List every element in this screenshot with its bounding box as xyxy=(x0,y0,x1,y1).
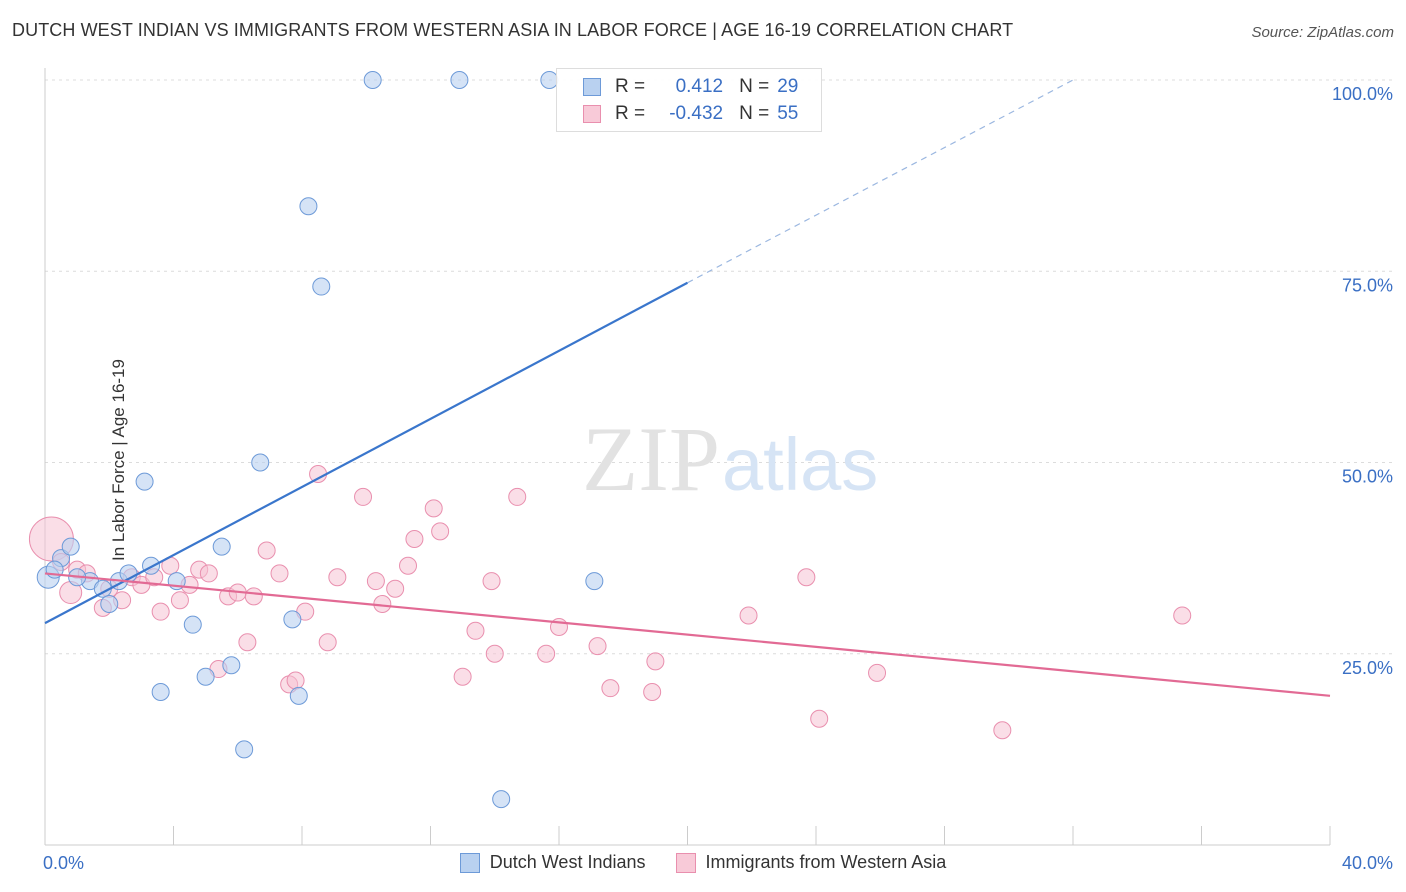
legend-row-pink: R = -0.432 N = 55 xyxy=(583,102,814,126)
data-point-western-asia xyxy=(482,572,501,591)
legend-n-value: 29 xyxy=(777,76,799,97)
data-point-western-asia xyxy=(244,587,263,606)
data-point-dutch-west-indians xyxy=(235,740,254,759)
watermark: ZIP atlas xyxy=(582,408,878,510)
data-point-dutch-west-indians xyxy=(222,656,241,675)
data-point-western-asia xyxy=(366,572,385,591)
x-tick-label: 0.0% xyxy=(43,853,84,873)
x-tick-label: 40.0% xyxy=(1342,853,1393,873)
series-legend-label-pink: Immigrants from Western Asia xyxy=(705,852,947,872)
y-axis-label: In Labor Force | Age 16-19 xyxy=(108,359,128,561)
data-point-western-asia xyxy=(868,663,887,682)
series-legend-swatch-blue xyxy=(459,852,480,873)
data-point-dutch-west-indians xyxy=(251,453,270,472)
data-point-western-asia xyxy=(318,633,337,652)
series-legend-swatch-pink xyxy=(675,852,696,873)
data-point-western-asia xyxy=(508,487,527,506)
legend-r-label: R = xyxy=(615,103,646,124)
watermark-atlas: atlas xyxy=(722,423,878,506)
data-point-western-asia xyxy=(431,522,450,541)
tick-labels: 25.0% 50.0% 75.0% 100.0% 0.0% 40.0% xyxy=(43,84,1393,873)
data-point-western-asia xyxy=(199,564,218,583)
legend-swatch-blue xyxy=(583,78,601,96)
legend-r-value: 0.412 xyxy=(675,76,724,97)
data-point-dutch-west-indians xyxy=(289,686,308,705)
legend-row-blue: R = 0.412 N = 29 xyxy=(583,75,814,99)
data-point-western-asia xyxy=(1173,606,1192,625)
data-point-western-asia xyxy=(405,530,424,548)
legend-n-label: N = xyxy=(739,76,770,97)
data-point-dutch-west-indians xyxy=(196,667,215,686)
legend-n-value: 55 xyxy=(777,103,799,124)
data-point-western-asia xyxy=(466,621,485,640)
y-tick-label: 100.0% xyxy=(1332,84,1393,104)
data-point-dutch-west-indians xyxy=(212,537,231,556)
data-point-western-asia xyxy=(386,579,405,598)
data-point-dutch-west-indians xyxy=(299,197,318,216)
data-point-western-asia xyxy=(537,644,556,663)
data-point-western-asia xyxy=(643,683,662,701)
watermark-zip: ZIP xyxy=(582,408,720,510)
data-point-western-asia xyxy=(739,606,758,625)
data-point-western-asia xyxy=(309,464,328,483)
data-point-dutch-west-indians xyxy=(283,610,302,629)
y-tick-label: 50.0% xyxy=(1342,467,1393,487)
y-tick-label: 75.0% xyxy=(1342,275,1393,295)
data-point-western-asia xyxy=(588,637,607,656)
data-point-dutch-west-indians xyxy=(100,595,119,614)
data-point-western-asia xyxy=(286,671,305,690)
legend-r-label: R = xyxy=(615,76,646,97)
data-point-dutch-west-indians xyxy=(363,71,382,89)
data-point-western-asia xyxy=(485,644,504,663)
data-point-western-asia xyxy=(424,499,443,518)
data-point-western-asia xyxy=(151,602,170,621)
trend-line-western-asia xyxy=(44,572,1331,697)
data-point-dutch-west-indians xyxy=(61,537,80,556)
series-legend-label-blue: Dutch West Indians xyxy=(489,852,646,872)
data-point-dutch-west-indians xyxy=(183,615,202,634)
data-point-western-asia xyxy=(601,679,620,698)
data-point-dutch-west-indians xyxy=(312,277,331,296)
data-point-western-asia xyxy=(797,568,816,587)
data-point-western-asia xyxy=(238,633,257,652)
source-credit: Source: ZipAtlas.com xyxy=(1251,24,1394,41)
data-point-dutch-west-indians xyxy=(135,472,154,491)
series-legend: Dutch West Indians Immigrants from Weste… xyxy=(0,852,1406,873)
data-point-western-asia xyxy=(453,667,472,686)
correlation-legend: R = 0.412 N = 29 R = -0.432 N = 55 xyxy=(556,68,822,132)
data-point-western-asia xyxy=(328,568,347,587)
data-point-dutch-west-indians xyxy=(450,71,469,89)
data-point-western-asia xyxy=(170,591,189,610)
grid-lines xyxy=(45,79,1395,655)
data-point-dutch-west-indians xyxy=(585,572,604,591)
data-point-dutch-west-indians xyxy=(492,790,511,809)
axes xyxy=(44,68,1331,846)
data-point-western-asia xyxy=(810,709,829,728)
data-point-western-asia xyxy=(257,541,276,560)
chart-title: DUTCH WEST INDIAN VS IMMIGRANTS FROM WES… xyxy=(12,20,1014,40)
trend-lines xyxy=(44,79,1331,697)
data-point-western-asia xyxy=(354,487,373,506)
legend-swatch-pink xyxy=(583,105,601,123)
data-point-western-asia xyxy=(270,564,289,583)
data-point-western-asia xyxy=(646,652,665,671)
legend-r-value: -0.432 xyxy=(669,103,724,124)
series-dutch-west-indians-points xyxy=(36,71,604,809)
series-legend-item-pink: Immigrants from Western Asia xyxy=(675,852,947,873)
trend-line-dutch-west-indians xyxy=(44,281,689,625)
legend-n-label: N = xyxy=(739,103,770,124)
y-tick-label: 25.0% xyxy=(1342,658,1393,678)
data-point-western-asia xyxy=(993,721,1012,740)
data-point-western-asia xyxy=(399,556,418,575)
data-point-dutch-west-indians xyxy=(151,683,170,701)
series-legend-item-blue: Dutch West Indians xyxy=(459,852,646,873)
